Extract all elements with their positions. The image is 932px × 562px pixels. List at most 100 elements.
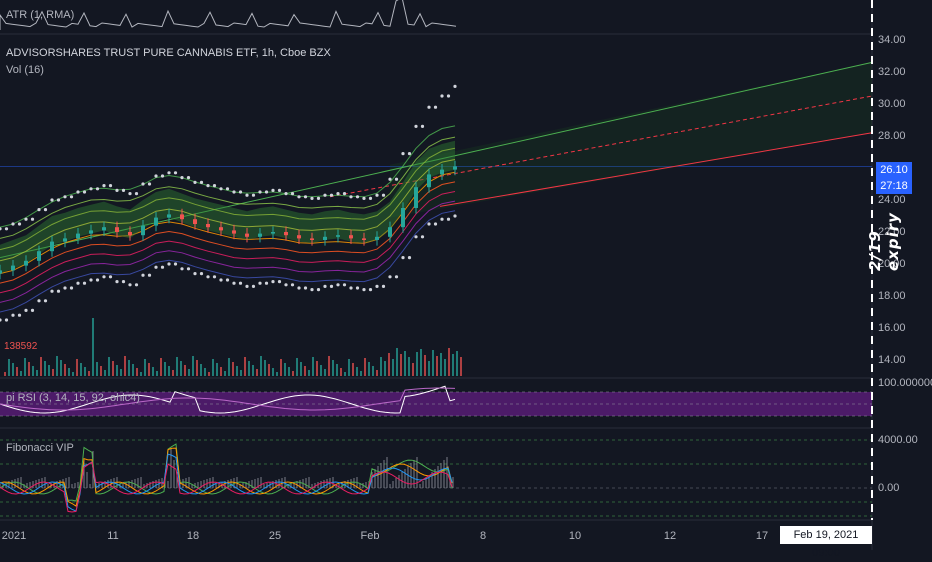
volume-bar-20 bbox=[84, 367, 86, 376]
volume-bar-64 bbox=[260, 356, 262, 376]
candle-2 bbox=[24, 260, 28, 266]
upper-envelope-dot-26-0 bbox=[336, 192, 340, 196]
upper-envelope-dot-33-0 bbox=[427, 105, 431, 109]
last-price-badge: 26.10 bbox=[876, 162, 912, 178]
upper-envelope-dot-1-0 bbox=[11, 222, 15, 226]
lower-envelope-dot-6-1 bbox=[82, 281, 87, 285]
volume-bar-32 bbox=[132, 364, 134, 376]
lower-envelope-dot-30-1 bbox=[394, 275, 399, 279]
volume-bar-99 bbox=[400, 354, 402, 376]
upper-envelope-dot-22-1 bbox=[290, 192, 295, 196]
lower-envelope-dot-26-0 bbox=[336, 283, 340, 287]
candle-28 bbox=[362, 238, 366, 240]
rsi-signal-line bbox=[0, 387, 456, 411]
price-tick-10: 14.00 bbox=[878, 354, 906, 366]
volume-bar-50 bbox=[204, 368, 206, 376]
lower-envelope-dot-20-1 bbox=[264, 281, 269, 285]
ribbon-line-6 bbox=[0, 191, 456, 294]
upper-envelope-dot-5-0 bbox=[63, 195, 67, 199]
upper-envelope-dot-29-1 bbox=[381, 193, 386, 197]
lower-envelope-dot-23-0 bbox=[297, 286, 301, 290]
volume-bar-3 bbox=[16, 367, 18, 376]
fib-label: Fibonacci VIP bbox=[6, 442, 74, 454]
upper-envelope-dot-2-0 bbox=[24, 217, 28, 221]
time-tick-5: 8 bbox=[479, 530, 487, 542]
upper-envelope-dot-21-0 bbox=[271, 188, 275, 192]
volume-bar-9 bbox=[40, 357, 42, 376]
volume-bar-7 bbox=[32, 366, 34, 376]
fib-tick-4000: 4000.00 bbox=[878, 434, 918, 446]
upper-envelope-dot-25-1 bbox=[329, 193, 334, 197]
upper-envelope-dot-20-0 bbox=[258, 190, 262, 194]
upper-envelope-dot-6-1 bbox=[82, 190, 87, 194]
upper-envelope-dot-27-1 bbox=[355, 195, 360, 199]
atr-label: ATR (1, RMA) bbox=[6, 9, 75, 21]
lower-envelope-dot-23-1 bbox=[303, 286, 308, 290]
price-tick-3: 28.00 bbox=[878, 130, 906, 142]
candle-8 bbox=[102, 227, 106, 231]
upper-envelope-dot-24-0 bbox=[310, 196, 314, 200]
volume-bar-98 bbox=[396, 348, 398, 376]
upper-envelope-dot-13-1 bbox=[173, 171, 178, 175]
time-tick-0: 2021 bbox=[1, 530, 27, 542]
volume-bar-89 bbox=[360, 371, 362, 376]
price-tick-9: 16.00 bbox=[878, 322, 906, 334]
price-band-fill bbox=[0, 140, 455, 274]
volume-bar-49 bbox=[200, 364, 202, 376]
lower-envelope-dot-13-0 bbox=[167, 262, 171, 266]
volume-bar-52 bbox=[212, 359, 214, 376]
volume-bar-79 bbox=[320, 365, 322, 376]
upper-envelope-dot-30-0 bbox=[388, 177, 392, 181]
candle-4 bbox=[50, 241, 54, 252]
upper-envelope-dot-28-1 bbox=[368, 196, 373, 200]
upper-envelope-dot-19-0 bbox=[245, 193, 249, 197]
expiry-annotation: 2/19 expiry bbox=[866, 212, 902, 271]
volume-bar-11 bbox=[48, 365, 50, 376]
upper-envelope-dot-9-1 bbox=[121, 188, 126, 192]
price-tick-2: 30.00 bbox=[878, 98, 906, 110]
ribbon-line-7 bbox=[0, 200, 456, 303]
candle-21 bbox=[271, 232, 275, 234]
chart-canvas[interactable] bbox=[0, 0, 932, 550]
upper-envelope-dot-32-1 bbox=[420, 124, 425, 128]
lower-envelope-dot-14-1 bbox=[186, 267, 191, 271]
crosshair-time-label: Feb 19, 2021 09:00 bbox=[780, 526, 872, 559]
rsi-upper-tick: 100.000000 bbox=[878, 377, 932, 389]
upper-envelope-dot-23-1 bbox=[303, 195, 308, 199]
upper-envelope-dot-8-1 bbox=[108, 184, 113, 188]
lower-envelope-dot-32-1 bbox=[420, 235, 425, 239]
upper-envelope-dot-35-0 bbox=[453, 84, 457, 88]
upper-envelope-dot-14-1 bbox=[186, 176, 191, 180]
upper-envelope-dot-29-0 bbox=[375, 193, 379, 197]
upper-envelope-dot-32-0 bbox=[414, 124, 418, 128]
lower-envelope-dot-25-0 bbox=[323, 284, 327, 288]
lower-envelope-dot-16-0 bbox=[206, 275, 210, 279]
low-volume-label: 138592 bbox=[4, 341, 38, 352]
lower-envelope-dot-34-0 bbox=[440, 217, 444, 221]
ribbon-line-2 bbox=[0, 147, 456, 251]
ribbon-line-4 bbox=[0, 171, 456, 275]
volume-bar-19 bbox=[80, 363, 82, 376]
volume-bar-55 bbox=[224, 371, 226, 376]
upper-envelope-dot-22-0 bbox=[284, 192, 288, 196]
volume-bar-75 bbox=[304, 366, 306, 376]
volume-bar-39 bbox=[160, 358, 162, 376]
volume-bar-82 bbox=[332, 360, 334, 376]
upper-envelope-dot-31-1 bbox=[407, 152, 412, 156]
candle-24 bbox=[310, 238, 314, 240]
upper-envelope-dot-28-0 bbox=[362, 196, 366, 200]
volume-bar-76 bbox=[308, 370, 310, 376]
volume-bar-111 bbox=[448, 348, 450, 376]
price-tick-1: 32.00 bbox=[878, 66, 906, 78]
candle-22 bbox=[284, 232, 288, 236]
chart-title: ADVISORSHARES TRUST PURE CANNABIS ETF, 1… bbox=[6, 47, 331, 59]
volume-bar-1 bbox=[8, 359, 10, 376]
candle-18 bbox=[232, 230, 236, 234]
price-tick-8: 18.00 bbox=[878, 290, 906, 302]
upper-envelope-dot-4-1 bbox=[56, 198, 61, 202]
upper-envelope-dot-0-1 bbox=[4, 227, 9, 231]
lower-envelope-dot-21-0 bbox=[271, 280, 275, 284]
volume-bar-38 bbox=[156, 371, 158, 376]
volume-bar-62 bbox=[252, 365, 254, 376]
upper-envelope-dot-21-1 bbox=[277, 188, 282, 192]
